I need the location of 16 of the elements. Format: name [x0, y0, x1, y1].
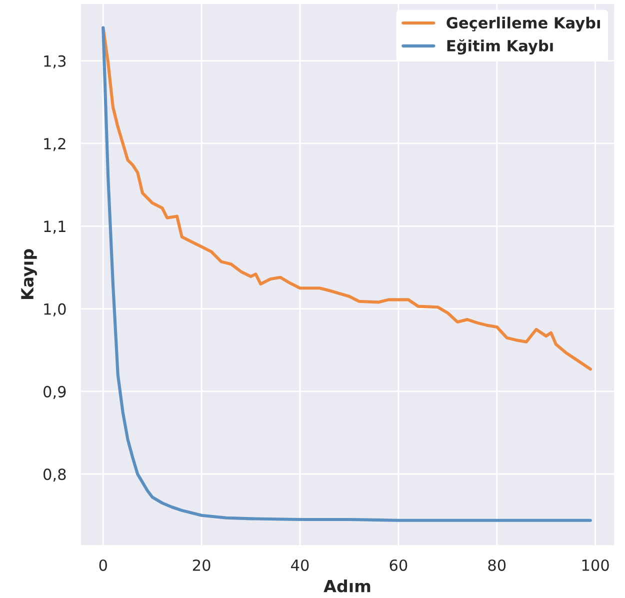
x-tick-label: 20	[192, 559, 210, 571]
y-tick-label: 1,3	[44, 55, 66, 68]
y-tick-label: 1,0	[44, 303, 66, 316]
y-tick-label: 1,2	[44, 138, 66, 152]
x-tick-label: 100	[582, 559, 609, 571]
y-tick-label: 0,8	[44, 468, 66, 482]
x-tick-label: 0	[99, 559, 107, 571]
x-axis-title: Adım	[324, 580, 370, 592]
y-tick-label: 0,9	[44, 386, 66, 400]
legend-label: Geçerlileme Kaybı	[446, 16, 600, 32]
y-tick-label: 1,1	[44, 220, 66, 234]
y-axis-title: Kayıp	[21, 249, 37, 300]
x-tick-label: 60	[390, 559, 408, 571]
x-tick-label: 80	[488, 559, 506, 571]
x-tick-label: 40	[291, 559, 309, 571]
legend-label: Eğitim Kaybı	[447, 39, 553, 55]
